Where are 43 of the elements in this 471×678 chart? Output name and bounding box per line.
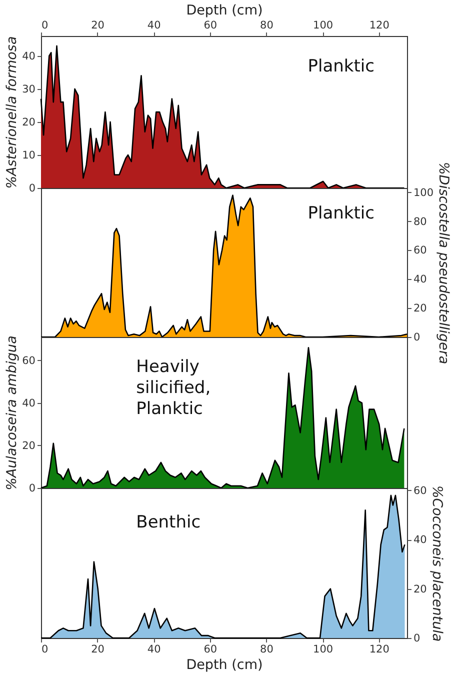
y-axis-title: %Aulacoseira ambigua	[4, 336, 20, 490]
y-tick-label: 40	[22, 397, 36, 410]
y-axis-title: %Asterionella formosa	[4, 36, 20, 189]
x-tick-label: 40	[147, 644, 161, 656]
x-axis-title: Depth (cm)	[186, 2, 263, 18]
y-tick-label: 20	[22, 116, 36, 128]
y2-axis-title: %Discostella pseudostelligera	[436, 162, 452, 364]
annotation: Planktic	[308, 203, 374, 224]
x-tick-label: 100	[313, 20, 334, 32]
x-tick-label: 40	[147, 20, 161, 32]
x-tick-label: 60	[204, 20, 218, 32]
annotation: Heavily silicified, Planktic	[136, 357, 211, 420]
y-tick-label: 10	[22, 149, 36, 162]
x-tick-label: 120	[369, 644, 390, 656]
y2-tick-label: 20	[414, 302, 427, 315]
y2-tick-label: 40	[414, 534, 427, 546]
y2-tick-label: 60	[414, 484, 427, 497]
y2-tick-label: 80	[414, 216, 427, 228]
y2-axis-title: %Cocconeis placentula	[428, 485, 445, 642]
y2-tick-label: 20	[414, 583, 427, 596]
x-tick-label: 0	[42, 644, 48, 656]
y2-tick-label: 0	[414, 632, 420, 644]
y-tick-label: 30	[22, 83, 36, 96]
y2-tick-label: 60	[414, 244, 427, 257]
y2-tick-label: 0	[414, 332, 420, 344]
x-tick-label: 20	[91, 644, 104, 656]
y-tick-label: 0	[28, 482, 36, 494]
x-tick-label: 80	[260, 20, 274, 32]
x-tick-label: 100	[313, 644, 334, 656]
annotation: Benthic	[136, 512, 201, 532]
y2-tick-label: 40	[414, 274, 427, 286]
y2-tick-label: 100	[414, 186, 434, 199]
annotation: Planktic	[308, 56, 374, 76]
x-tick-label: 0	[42, 20, 48, 32]
x-axis-title: Depth (cm)	[186, 657, 263, 673]
x-tick-label: 60	[204, 644, 218, 656]
x-tick-label: 80	[260, 644, 274, 656]
x-tick-label: 20	[91, 20, 104, 32]
y-tick-label: 0	[28, 182, 36, 194]
y-tick-label: 60	[22, 354, 36, 367]
x-tick-label: 120	[369, 20, 390, 32]
y-tick-label: 20	[22, 440, 36, 452]
y-tick-label: 40	[22, 50, 36, 62]
